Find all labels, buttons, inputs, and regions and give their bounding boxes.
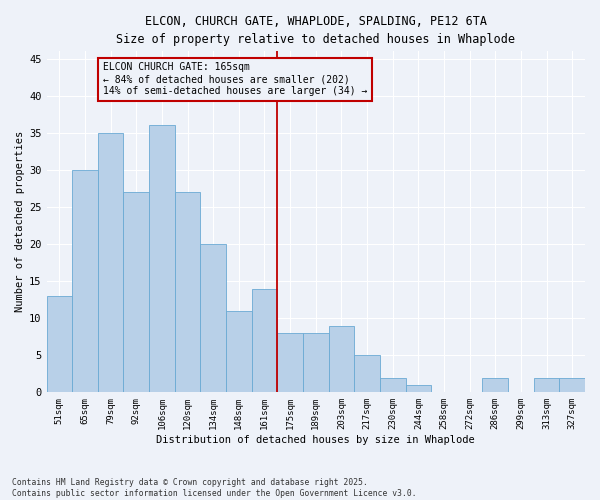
- Bar: [303, 333, 329, 392]
- Bar: [251, 288, 277, 393]
- Bar: [406, 385, 431, 392]
- Bar: [534, 378, 559, 392]
- Bar: [175, 192, 200, 392]
- Text: ELCON CHURCH GATE: 165sqm
← 84% of detached houses are smaller (202)
14% of semi: ELCON CHURCH GATE: 165sqm ← 84% of detac…: [103, 62, 367, 96]
- Bar: [72, 170, 98, 392]
- Bar: [149, 126, 175, 392]
- Bar: [200, 244, 226, 392]
- Bar: [47, 296, 72, 392]
- Bar: [226, 311, 251, 392]
- Bar: [277, 333, 303, 392]
- Bar: [380, 378, 406, 392]
- Title: ELCON, CHURCH GATE, WHAPLODE, SPALDING, PE12 6TA
Size of property relative to de: ELCON, CHURCH GATE, WHAPLODE, SPALDING, …: [116, 15, 515, 46]
- Bar: [124, 192, 149, 392]
- Bar: [482, 378, 508, 392]
- Y-axis label: Number of detached properties: Number of detached properties: [15, 131, 25, 312]
- Bar: [559, 378, 585, 392]
- Bar: [98, 133, 124, 392]
- Text: Contains HM Land Registry data © Crown copyright and database right 2025.
Contai: Contains HM Land Registry data © Crown c…: [12, 478, 416, 498]
- Bar: [354, 356, 380, 393]
- X-axis label: Distribution of detached houses by size in Whaplode: Distribution of detached houses by size …: [157, 435, 475, 445]
- Bar: [329, 326, 354, 392]
